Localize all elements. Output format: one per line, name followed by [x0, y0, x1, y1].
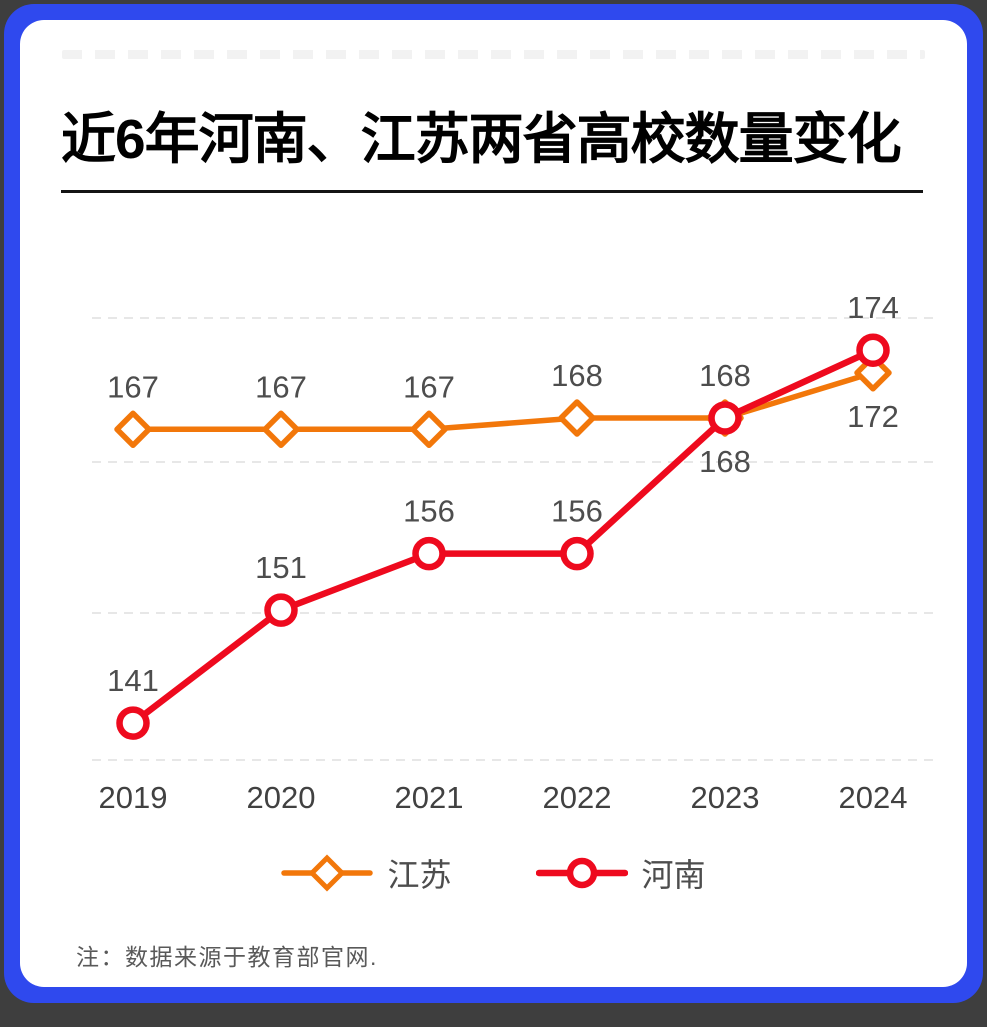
svg-text:172: 172	[847, 399, 899, 434]
henan-circle-marker-icon	[535, 857, 628, 889]
title-underline	[61, 190, 923, 193]
svg-text:141: 141	[107, 663, 159, 698]
svg-text:167: 167	[255, 369, 307, 404]
data-labels: 167 167 167 168 168 172 141 151 156 156 168 174	[107, 290, 899, 698]
svg-text:168: 168	[699, 358, 751, 393]
footnote: 注：数据来源于教育部官网.	[76, 944, 378, 970]
svg-text:174: 174	[847, 290, 899, 325]
svg-text:168: 168	[551, 358, 603, 393]
page-title: 近6年河南、江苏两省高校数量变化	[61, 108, 902, 170]
watermark-strip	[62, 50, 925, 59]
page-frame: 近6年河南、江苏两省高校数量变化 167 167 167 168 168 172 141 15…	[4, 4, 983, 1003]
line-chart: 167 167 167 168 168 172 141 151 156 156 168 174 2019…	[92, 290, 936, 815]
svg-text:2019: 2019	[99, 780, 168, 815]
jiangsu-diamond-marker-icon	[281, 854, 374, 892]
legend-item-jiangsu: 江苏	[281, 850, 452, 896]
series-line-1	[129, 346, 877, 727]
svg-text:156: 156	[403, 494, 455, 529]
legend-item-henan: 河南	[535, 850, 706, 896]
chart-legend: 江苏 河南	[20, 850, 967, 896]
svg-text:2020: 2020	[247, 780, 316, 815]
x-axis-labels: 2019 2020 2021 2022 2023 2024	[99, 780, 908, 815]
svg-text:2021: 2021	[395, 780, 464, 815]
gridlines	[92, 317, 936, 761]
svg-text:156: 156	[551, 494, 603, 529]
series-line-0	[130, 370, 876, 433]
svg-text:167: 167	[403, 369, 455, 404]
svg-text:151: 151	[255, 550, 307, 585]
content-card: 近6年河南、江苏两省高校数量变化 167 167 167 168 168 172 141 15…	[20, 20, 967, 987]
legend-label-jiangsu: 江苏	[387, 857, 452, 893]
legend-label-henan: 河南	[641, 857, 706, 893]
svg-text:168: 168	[699, 444, 751, 479]
svg-text:2022: 2022	[543, 780, 612, 815]
svg-text:2023: 2023	[691, 780, 760, 815]
svg-text:167: 167	[107, 369, 159, 404]
series-markers-1	[116, 333, 890, 740]
svg-text:2024: 2024	[839, 780, 908, 815]
